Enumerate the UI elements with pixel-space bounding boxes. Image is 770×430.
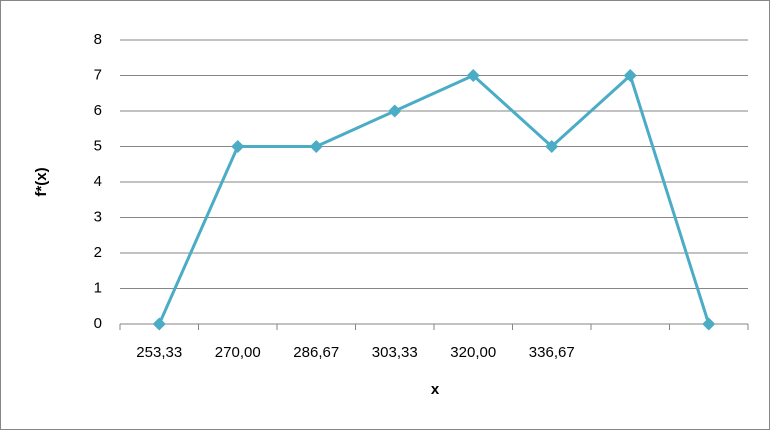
x-tick-label: 270,00 xyxy=(215,344,261,361)
y-tick-label: 7 xyxy=(94,66,102,83)
series-line xyxy=(157,74,711,325)
x-tick-label: 320,00 xyxy=(450,344,496,361)
marker xyxy=(545,140,559,153)
marker xyxy=(231,140,245,153)
y-tick-label: 5 xyxy=(94,137,102,154)
marker xyxy=(702,317,716,331)
marker xyxy=(388,104,402,118)
marker xyxy=(152,317,166,331)
x-axis-title: x xyxy=(431,381,440,398)
y-tick-label: 2 xyxy=(94,244,102,261)
x-tick-label: 336,67 xyxy=(529,344,575,361)
x-tick-label: 303,33 xyxy=(372,344,418,361)
y-tick-label: 1 xyxy=(94,279,102,296)
y-tick-label: 0 xyxy=(94,315,102,332)
x-tick-label: 253,33 xyxy=(136,344,182,361)
y-tick-label: 6 xyxy=(94,102,102,119)
x-tick-label: 286,67 xyxy=(293,344,339,361)
marker xyxy=(309,140,323,153)
y-axis-title: f*(x) xyxy=(33,167,50,196)
marker xyxy=(466,69,480,82)
y-tick-label: 3 xyxy=(94,208,102,225)
y-tick-label: 4 xyxy=(94,173,102,190)
y-tick-label: 8 xyxy=(94,31,102,48)
marker xyxy=(623,69,637,82)
